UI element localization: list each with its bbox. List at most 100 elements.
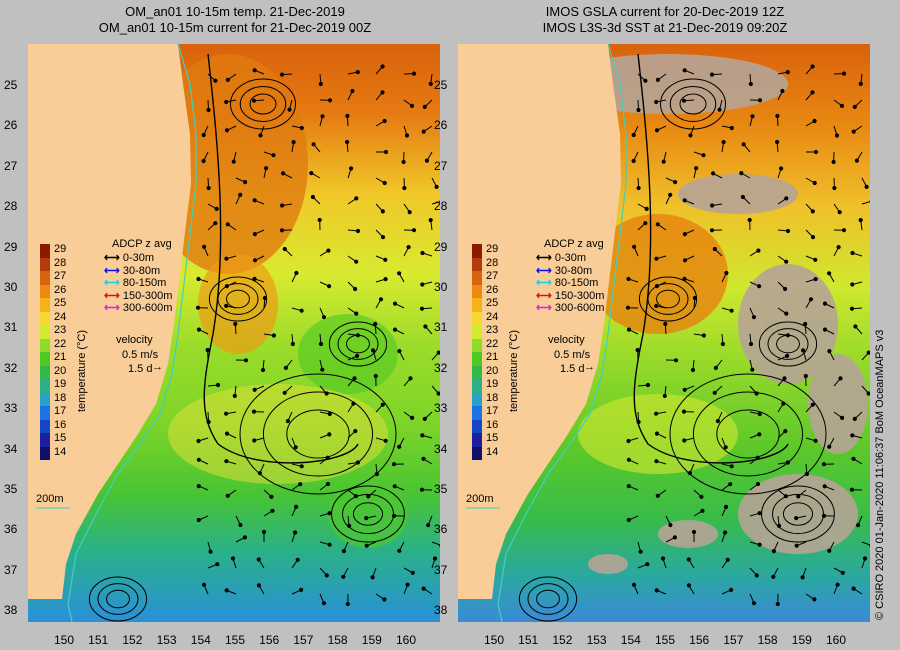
current-vector-head: [821, 462, 827, 467]
current-vector-head: [654, 256, 659, 261]
current-vector-head: [264, 166, 269, 171]
current-vector-head: [324, 573, 329, 578]
legend-item: ⟷ 30-80m: [104, 264, 160, 277]
current-vector-head: [408, 376, 413, 381]
current-vector-head: [404, 133, 410, 138]
land: [458, 44, 621, 599]
current-vector-head: [350, 88, 355, 94]
current-vector-head: [682, 258, 688, 263]
current-vector-head: [202, 244, 207, 249]
latitude-tick-label: 36: [434, 522, 448, 537]
current-vector-head: [625, 305, 631, 310]
current-vector-head: [299, 308, 304, 313]
colorbar-swatch: [472, 271, 482, 285]
colorbar-label: 18: [486, 391, 499, 404]
current-vector-head: [813, 149, 819, 155]
current-streamline: [88, 576, 148, 622]
colorbar-swatch: [472, 433, 482, 447]
current-vector-head: [794, 543, 799, 548]
current-vector-head: [252, 258, 258, 263]
colorbar-swatch: [40, 352, 50, 366]
current-vector-head: [729, 464, 734, 469]
current-vector-head: [196, 327, 202, 332]
current-vector-head: [224, 99, 229, 105]
current-vector-head: [294, 270, 299, 276]
current-vector-head: [341, 549, 346, 554]
colorbar-swatch: [472, 365, 482, 379]
current-vector-head: [644, 206, 649, 211]
current-vector-head: [196, 438, 201, 444]
current-vector-head: [281, 171, 286, 176]
colorbar-swatch: [40, 392, 50, 406]
current-vector-head: [370, 575, 375, 580]
longitude-tick-label: 156: [689, 633, 710, 647]
current-vector-head: [751, 315, 757, 320]
current-vector-head: [729, 308, 734, 313]
latitude-tick-label: 29: [4, 239, 18, 254]
current-vector-head: [668, 192, 673, 197]
current-vector-head: [299, 464, 304, 469]
current-vector-head: [654, 411, 659, 416]
current-vector-head: [626, 327, 632, 332]
current-streamline: [716, 409, 780, 459]
legend-label: 30-80m: [551, 264, 593, 277]
colorbar-label: 19: [54, 378, 67, 390]
colorbar-swatch: [40, 271, 50, 285]
current-vector-head: [691, 529, 697, 535]
longitude-tick-label: 158: [327, 633, 348, 647]
colorbar-label: 20: [54, 364, 67, 377]
current-vector-head: [258, 133, 263, 138]
current-vector-head: [327, 511, 332, 516]
longitude-tick-label: 150: [53, 633, 75, 647]
current-vector-head: [812, 180, 817, 186]
current-vector-head: [410, 415, 415, 420]
current-vector-head: [754, 391, 759, 396]
current-vector-head: [717, 107, 722, 112]
current-vector-head: [208, 549, 213, 554]
current-vector-head: [810, 64, 815, 69]
colorbar-label: 19: [486, 378, 499, 390]
current-vector-head: [668, 522, 673, 528]
colorbar-label: 26: [54, 283, 67, 296]
current-vector-head: [397, 444, 402, 449]
current-vector-head: [326, 248, 331, 253]
latitude-tick-label: 32: [434, 360, 448, 375]
colorbar-label: 23: [486, 324, 499, 336]
longitude-tick-label: 158: [757, 633, 778, 647]
current-vector-head: [812, 597, 817, 602]
current-vector-head: [712, 246, 717, 252]
current-vector-head: [803, 321, 808, 327]
legend-item: ⟷ 80-150m: [536, 276, 598, 289]
current-vector-head: [345, 601, 350, 607]
current-vector-head: [196, 276, 201, 282]
current-streamline: [352, 502, 384, 526]
current-vector-head: [626, 276, 631, 282]
current-vector-head: [424, 158, 429, 163]
legend-item: ⟷ 80-150m: [104, 276, 166, 289]
colorbar-label: 28: [54, 256, 67, 269]
current-vector-head: [371, 348, 376, 353]
current-vector-head: [654, 128, 660, 133]
current-vector-head: [655, 222, 660, 227]
colorbar-label: 18: [54, 391, 67, 404]
current-vector-head: [720, 341, 725, 347]
current-vector-head: [380, 64, 385, 69]
current-vector-head: [354, 196, 359, 201]
current-vector-head: [320, 114, 325, 119]
legend-item: ⟷ 300-600m: [536, 301, 604, 314]
east-australian-current-jet: [633, 53, 789, 464]
current-streamline: [262, 391, 374, 477]
legend-item: ⟷ 30-80m: [536, 264, 592, 277]
current-vector-head: [854, 158, 859, 163]
current-vector-head: [852, 104, 857, 110]
current-vector-head: [785, 333, 790, 338]
current-vector-head: [293, 445, 298, 450]
current-vector-head: [374, 471, 379, 477]
current-vector-head: [681, 98, 687, 103]
legend-item: ⟷ 0-30m: [104, 251, 154, 264]
current-vector-head: [626, 517, 631, 523]
current-vector-head: [810, 402, 815, 407]
current-vector-head: [711, 171, 716, 176]
current-vector-head: [672, 535, 677, 540]
current-vector-head: [757, 411, 762, 417]
